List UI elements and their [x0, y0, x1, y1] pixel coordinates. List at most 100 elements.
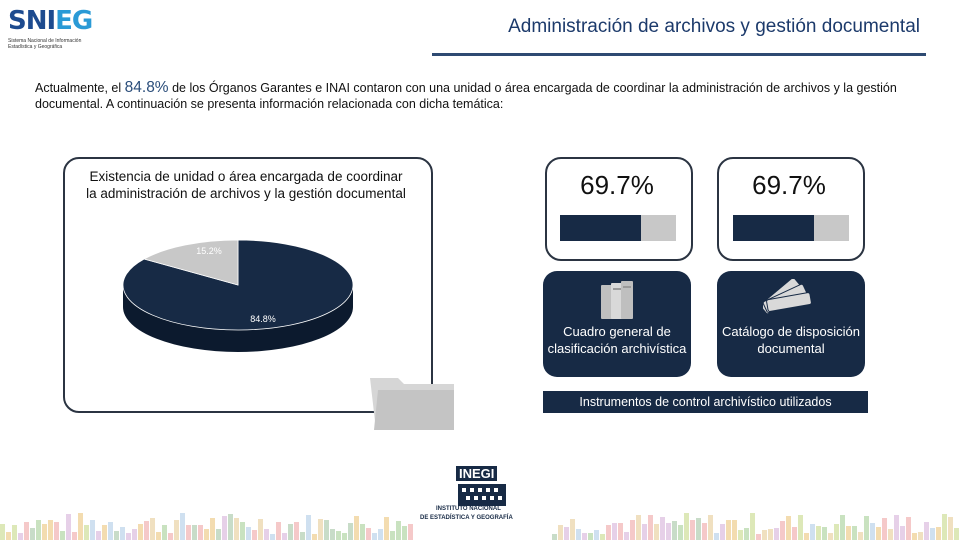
mosaic-tile: [744, 528, 749, 540]
mosaic-tile: [876, 527, 881, 540]
pie-side-depth: [123, 285, 353, 352]
mosaic-tile: [294, 522, 299, 540]
inegi-subtitle-2: DE ESTADÍSTICA Y GEOGRAFÍA: [420, 515, 513, 521]
mosaic-tile: [312, 534, 317, 540]
mosaic-tile: [228, 514, 233, 540]
mosaic-tile: [186, 525, 191, 540]
mosaic-tile: [858, 532, 863, 540]
mosaic-tile: [204, 529, 209, 540]
mosaic-tile: [402, 526, 407, 540]
logo-subtitle-1: Sistema Nacional de Información: [8, 38, 82, 44]
mosaic-tile: [342, 533, 347, 540]
mosaic-tile: [270, 534, 275, 540]
mosaic-tile: [408, 524, 413, 540]
instrument-label-classification: Cuadro general de clasificación archivís…: [547, 324, 687, 356]
mosaic-tile: [216, 529, 221, 540]
mosaic-tile: [324, 520, 329, 540]
pie-slice-label: 15.2%: [196, 246, 222, 256]
pie-slice-label: 84.8%: [250, 314, 276, 324]
mosaic-tile: [816, 526, 821, 540]
mosaic-tile: [174, 520, 179, 540]
mosaic-tile: [918, 532, 923, 540]
mosaic-tile: [834, 524, 839, 540]
mosaic-tile: [678, 525, 683, 540]
mosaic-tile: [780, 521, 785, 540]
mosaic-tile: [30, 528, 35, 540]
mosaic-tile: [0, 524, 5, 540]
mosaic-tile: [360, 524, 365, 540]
mosaic-tile: [180, 513, 185, 540]
mosaic-tile: [48, 520, 53, 540]
mosaic-tile: [6, 532, 11, 540]
mosaic-tile: [24, 522, 29, 540]
stat-bar-fill: [733, 215, 814, 241]
mosaic-tile: [870, 523, 875, 540]
mosaic-tile: [600, 534, 605, 540]
mosaic-tile: [786, 516, 791, 540]
mosaic-tile: [378, 529, 383, 540]
mosaic-tile: [258, 519, 263, 540]
mosaic-tile: [222, 516, 227, 540]
mosaic-tile: [930, 528, 935, 540]
mosaic-tile: [552, 534, 557, 540]
mosaic-tile: [852, 526, 857, 540]
mosaic-tile: [606, 525, 611, 540]
mosaic-tile: [390, 531, 395, 540]
stat-bar-disposition: [733, 215, 849, 241]
mosaic-tile: [612, 523, 617, 540]
mosaic-tile: [54, 522, 59, 540]
mosaic-tile: [102, 525, 107, 540]
mosaic-tile: [954, 528, 959, 540]
mosaic-tile: [348, 523, 353, 540]
mosaic-tile: [198, 525, 203, 540]
pie-slice: [122, 239, 354, 331]
mosaic-tile: [690, 520, 695, 540]
mosaic-tile: [732, 520, 737, 540]
stat-value-disposition: 69.7%: [752, 170, 826, 200]
mosaic-tile: [702, 523, 707, 540]
mosaic-tile: [120, 527, 125, 540]
inegi-subtitle-1: INSTITUTO NACIONAL: [436, 506, 501, 512]
logo-text-accent: EG: [55, 6, 93, 36]
folder-icon: [370, 378, 454, 430]
mosaic-tile: [168, 533, 173, 540]
mosaic-tile: [78, 513, 83, 540]
mosaic-tile: [282, 533, 287, 540]
mosaic-tile: [900, 526, 905, 540]
mosaic-tile: [942, 514, 947, 540]
intro-highlight: 84.8%: [124, 79, 169, 96]
mosaic-tile: [888, 529, 893, 540]
mosaic-tile: [894, 515, 899, 540]
mosaic-tile: [636, 515, 641, 540]
stat-bar-classification: [560, 215, 676, 241]
mosaic-tile: [810, 524, 815, 540]
mosaic-tile: [288, 524, 293, 540]
mosaic-tile: [684, 513, 689, 540]
mosaic-tile: [762, 530, 767, 540]
mosaic-tile: [126, 533, 131, 540]
mosaic-tile: [912, 533, 917, 540]
mosaic-tile: [162, 525, 167, 540]
mosaic-tile: [714, 533, 719, 540]
page-title: Administración de archivos y gestión doc…: [508, 16, 920, 37]
inegi-emblem-icon: [458, 484, 506, 506]
stat-card-disposition: [717, 157, 865, 261]
intro-prefix: Actualmente, el: [35, 81, 125, 95]
mosaic-tile: [846, 526, 851, 540]
books-icon: [601, 281, 633, 319]
mosaic-tile: [666, 523, 671, 540]
mosaic-tile: [828, 533, 833, 540]
mosaic-tile: [654, 524, 659, 540]
mosaic-tile: [864, 516, 869, 540]
mosaic-tile: [210, 518, 215, 540]
stat-value-classification: 69.7%: [580, 170, 654, 200]
instruments-band: Instrumentos de control archivístico uti…: [543, 391, 868, 413]
mosaic-tile: [246, 527, 251, 540]
mosaic-tile: [252, 530, 257, 540]
swatch-fan-icon: [763, 279, 812, 315]
mosaic-tile: [840, 515, 845, 540]
mosaic-tile: [306, 515, 311, 540]
mosaic-tile: [594, 530, 599, 540]
pie-slice: [143, 239, 239, 286]
mosaic-tile: [768, 529, 773, 540]
